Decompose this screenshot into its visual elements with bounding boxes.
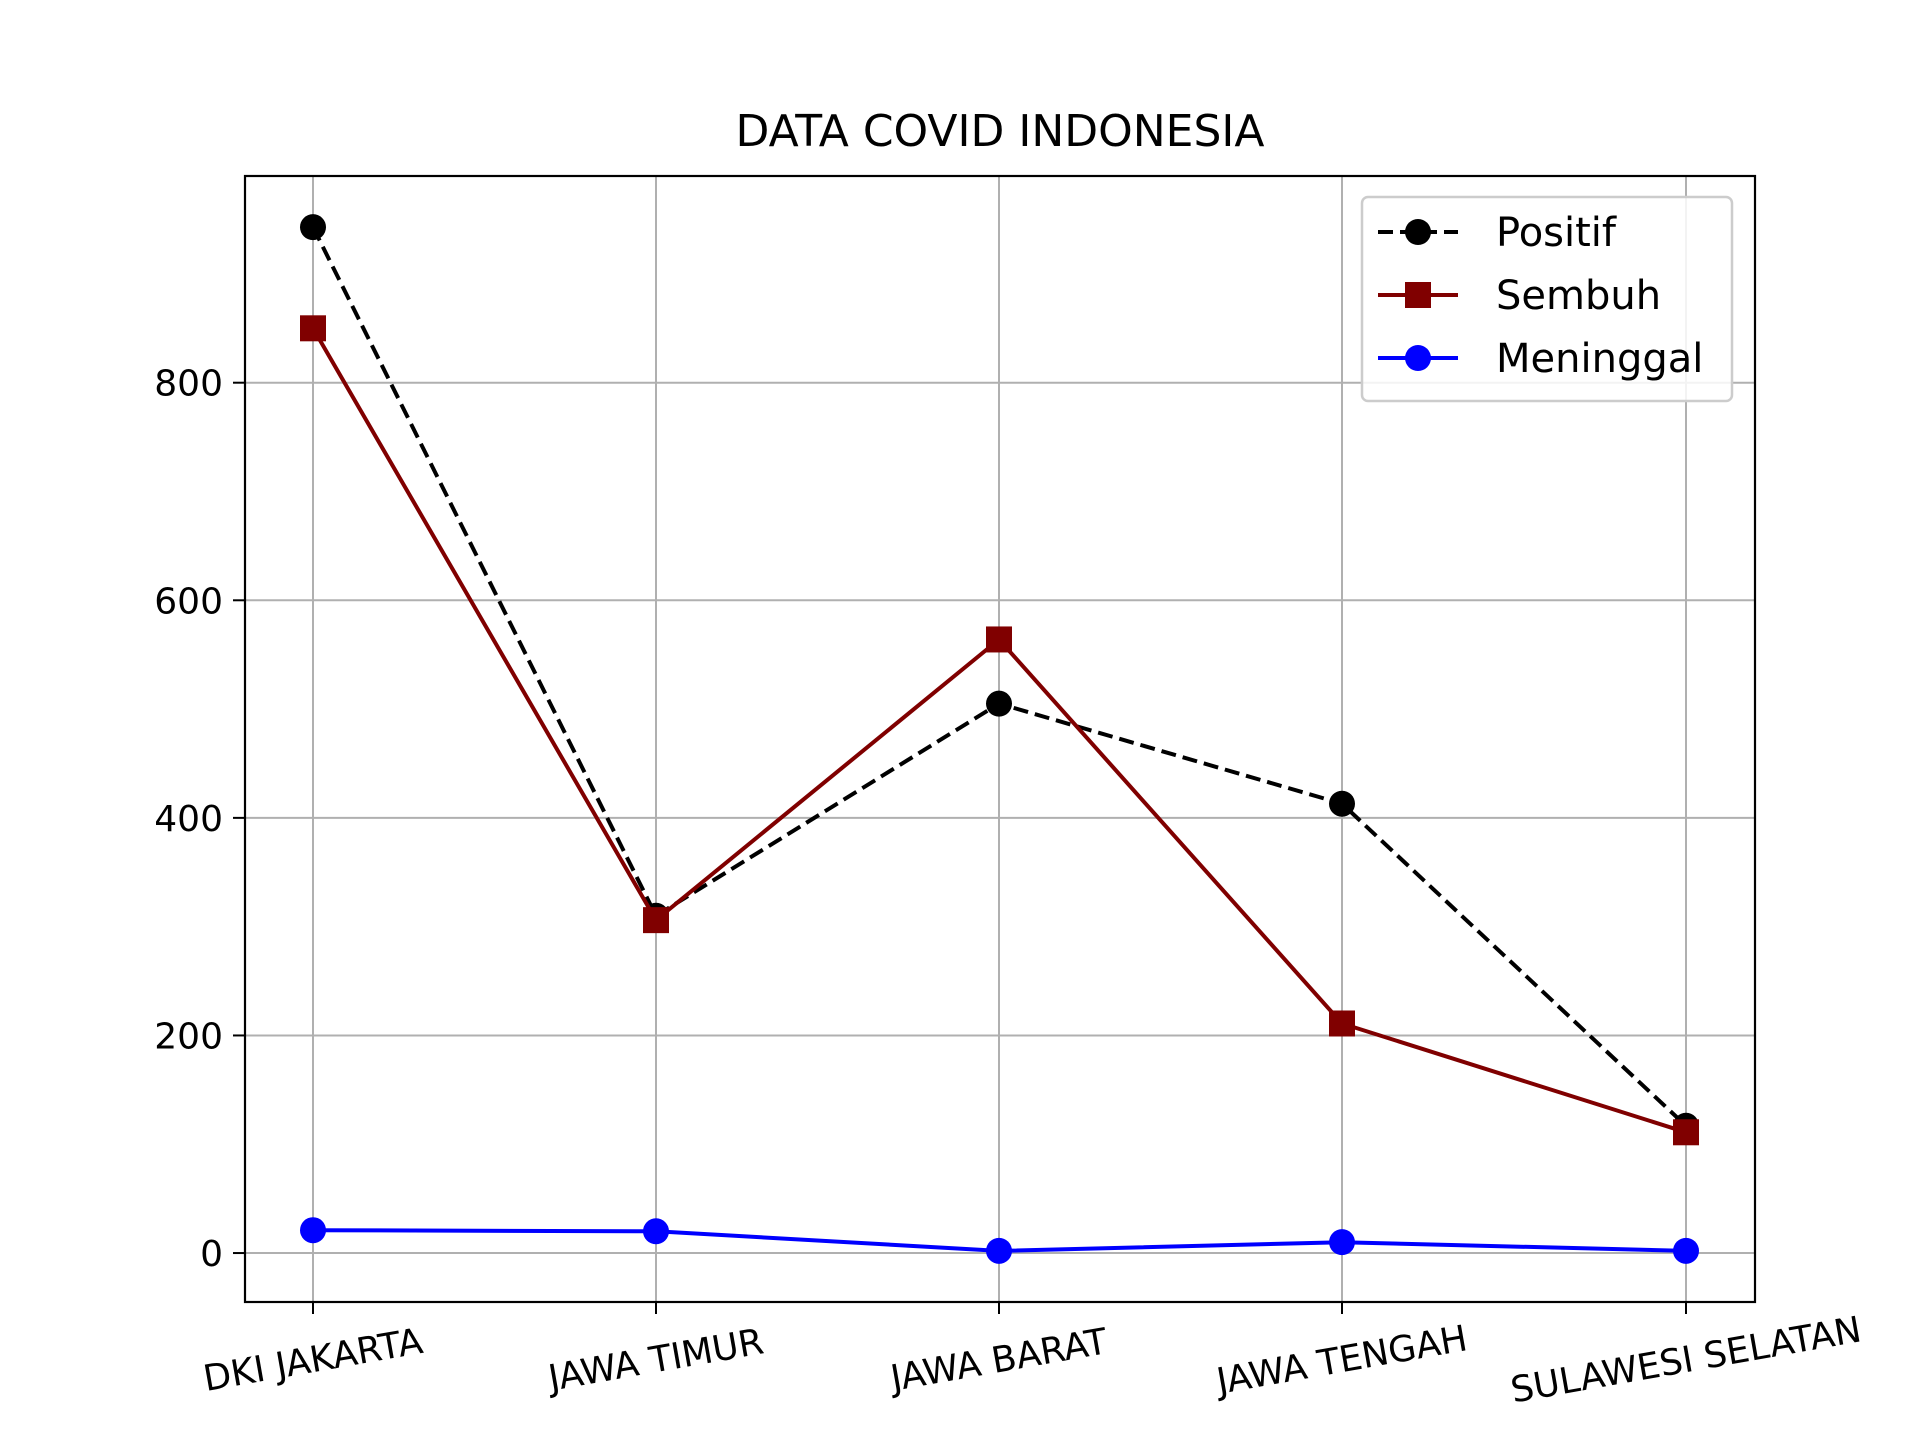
data-point [1329,1229,1355,1256]
legend-entry-positif: Positif [1378,210,1617,256]
data-point [986,690,1012,717]
legend-box [1360,195,1734,403]
series-layer [300,214,1699,1264]
x-tick-label: JAWA BARAT [886,1321,1112,1400]
legend-label: Sembuh [1496,273,1661,319]
legend-label: Meninggal [1496,336,1703,382]
data-point [1673,1119,1699,1146]
data-point [643,1218,669,1245]
legend-marker [1405,219,1431,245]
chart-title: DATA COVID INDONESIA [736,106,1265,157]
legend-marker [1405,345,1431,371]
data-point [986,1237,1012,1264]
data-point [300,315,326,342]
legend-entry-meninggal: Meninggal [1378,336,1703,382]
x-tick-label: JAWA TENGAH [1212,1318,1471,1403]
x-tick-label: DKI JAKARTA [200,1321,426,1400]
series-meninggal [300,1217,1699,1264]
data-point [300,1217,326,1244]
y-tick-label: 800 [154,364,223,405]
y-tick-label: 200 [154,1016,223,1057]
legend: Positif Sembuh Meninggal [1360,195,1734,403]
data-point [300,214,326,241]
legend-label: Positif [1496,210,1617,256]
y-tick-label: 400 [154,799,223,840]
data-point [1329,790,1355,817]
legend-entry-sembuh: Sembuh [1378,273,1661,319]
y-tick-label: 600 [154,581,223,622]
series-sembuh [300,315,1699,1146]
x-tick-label: JAWA TIMUR [544,1321,767,1399]
data-point [1673,1237,1699,1264]
data-point [1329,1010,1355,1037]
data-point [986,626,1012,653]
legend-marker [1405,282,1431,308]
x-tick-label: SULAWESI SELATAN [1508,1309,1865,1411]
y-tick-label: 0 [200,1234,223,1275]
data-point [643,907,669,934]
